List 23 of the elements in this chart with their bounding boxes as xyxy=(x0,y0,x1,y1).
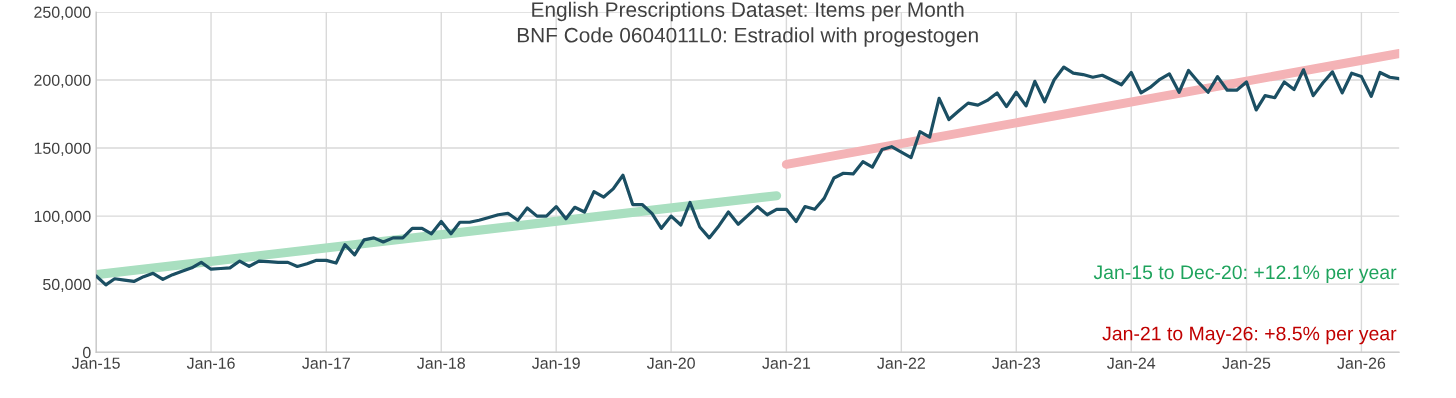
x-tick-label: Jan-21 xyxy=(762,357,811,369)
line-series xyxy=(96,65,1400,287)
annotation: Jan-15 to Dec-20: +12.1% per year xyxy=(1093,265,1397,284)
x-tick-label: Jan-25 xyxy=(1222,357,1271,369)
y-tick-label: 0 xyxy=(82,346,91,359)
x-tick-label: Jan-19 xyxy=(532,357,580,369)
y-tick-label: 200,000 xyxy=(34,74,91,88)
x-tick-label: Jan-17 xyxy=(302,357,350,369)
y-tick-label: 50,000 xyxy=(43,278,91,292)
x-tick-label: Jan-20 xyxy=(646,357,695,369)
chart-title: English Prescriptions Dataset: Items per Month xyxy=(532,1,964,22)
x-tick-label: Jan-15 xyxy=(71,357,120,369)
x-tick-label: Jan-23 xyxy=(992,357,1040,369)
x-tick-label: Jan-16 xyxy=(186,357,235,369)
annotation: Jan-21 to May-26: +8.5% per year xyxy=(1102,326,1397,345)
x-tick-label: Jan-22 xyxy=(877,357,925,369)
y-tick-label: 250,000 xyxy=(34,6,91,20)
text: BNF Code 0604011L0: Estradiol with progestogen xyxy=(517,27,978,47)
x-tick-label: Jan-24 xyxy=(1107,357,1156,369)
x-tick-label: Jan-26 xyxy=(1337,357,1386,369)
y-tick-label: 150,000 xyxy=(34,142,91,156)
y-tick-label: 100,000 xyxy=(34,210,91,224)
x-tick-label: Jan-18 xyxy=(417,357,465,369)
